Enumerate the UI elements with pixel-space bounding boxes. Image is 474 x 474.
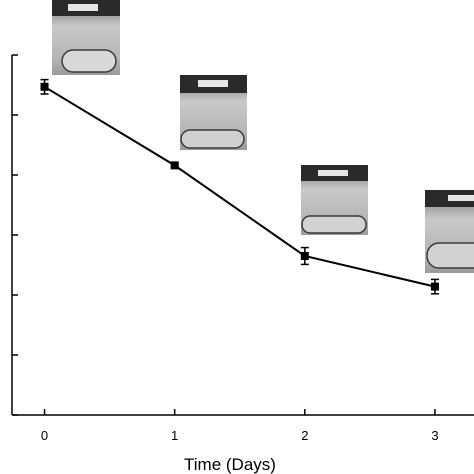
x-tick-label: 0 [41, 428, 48, 443]
x-axis-title: Time (Days) [184, 455, 276, 474]
y-axis-ticks [12, 54, 18, 416]
x-tick-label: 1 [171, 428, 178, 443]
data-point [170, 161, 179, 170]
tube-photo-day3 [425, 190, 474, 273]
data-point [300, 252, 309, 260]
series-layer [40, 78, 439, 295]
data-point [430, 282, 439, 291]
data-point [40, 82, 49, 91]
x-tick-label: 3 [431, 428, 438, 443]
tube-photo-day2 [301, 165, 368, 235]
x-axis: 0 1 2 3 [12, 409, 474, 443]
y-axis [11, 54, 18, 416]
x-tick-label: 2 [301, 428, 308, 443]
tube-photo-day0 [52, 0, 120, 75]
tube-photo-day1 [180, 75, 247, 150]
x-axis-ticks: 0 1 2 3 [41, 409, 439, 443]
series-line [44, 85, 436, 288]
